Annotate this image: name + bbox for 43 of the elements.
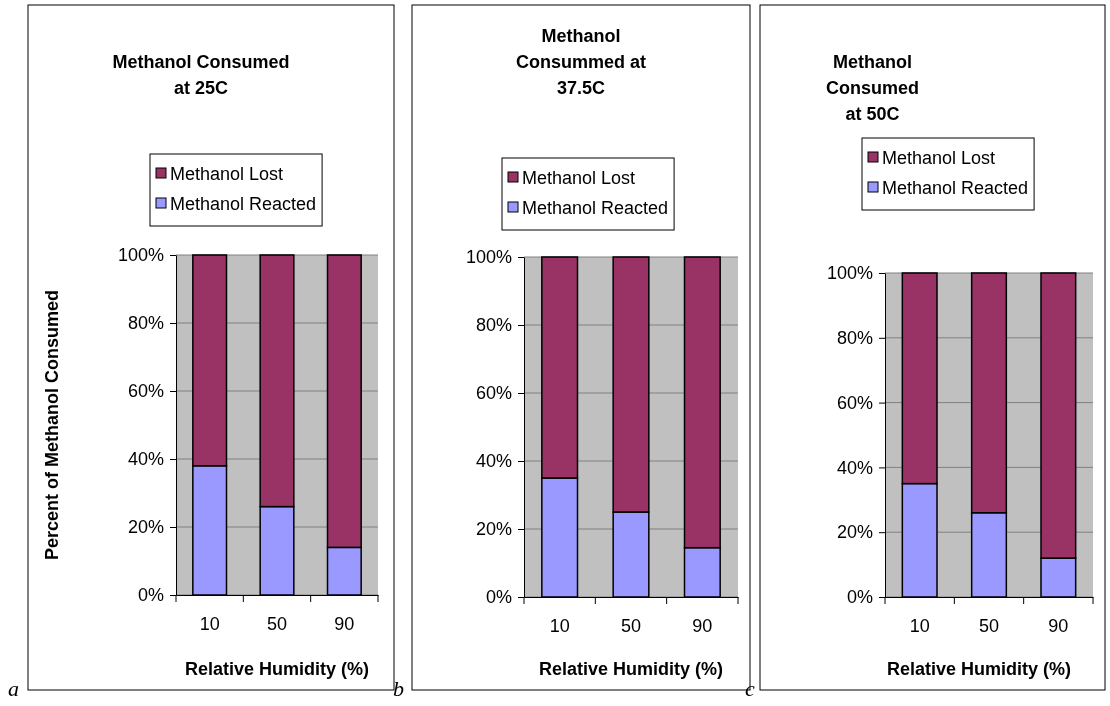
y-tick-label: 60%: [475, 383, 512, 404]
y-tick-label: 80%: [836, 328, 873, 349]
x-axis-title: Relative Humidity (%): [184, 659, 370, 679]
x-tick-label: 90: [692, 615, 713, 636]
legend-label: Methanol Lost: [882, 148, 996, 168]
y-tick-label: 40%: [127, 449, 164, 470]
y-tick-label: 60%: [836, 392, 873, 413]
x-tick-label: 10: [549, 615, 570, 636]
legend-label: Methanol Reacted: [522, 198, 669, 218]
legend-label: Methanol Reacted: [882, 178, 1029, 198]
x-tick-label: 10: [199, 613, 220, 634]
y-axis-title: Percent of Methanol Consumed: [42, 289, 62, 561]
y-tick-label: 100%: [117, 245, 164, 266]
y-tick-label: 20%: [127, 517, 164, 538]
y-tick-label: 20%: [836, 522, 873, 543]
x-tick-label: 90: [1048, 615, 1069, 636]
legend-label: Methanol Reacted: [170, 194, 317, 214]
chart-title: Methanol Consumed at 50C: [825, 52, 920, 124]
y-tick-label: 20%: [475, 519, 512, 540]
chart-title: Methanol Consumed at 25C: [112, 52, 290, 98]
text: a: [8, 676, 19, 701]
x-tick-label: 10: [909, 615, 930, 636]
x-tick-label: 50: [266, 613, 288, 634]
y-tick-label: 0%: [846, 587, 873, 608]
y-tick-label: 0%: [485, 587, 512, 608]
x-tick-label: 50: [978, 615, 1000, 636]
text: c: [745, 676, 755, 701]
legend-label: Methanol Lost: [522, 168, 636, 188]
x-tick-label: 50: [620, 615, 642, 636]
x-tick-label: 90: [334, 613, 355, 634]
chart-title: Methanol Consummed at 37.5C: [515, 26, 647, 98]
x-axis-title: Relative Humidity (%): [886, 659, 1072, 679]
text: b: [393, 676, 404, 701]
y-tick-label: 80%: [475, 315, 512, 336]
x-axis-title: Relative Humidity (%): [538, 659, 724, 679]
legend-label: Methanol Lost: [170, 164, 284, 184]
y-tick-label: 60%: [127, 381, 164, 402]
y-tick-label: 40%: [836, 457, 873, 478]
y-tick-label: 80%: [127, 313, 164, 334]
y-tick-label: 100%: [465, 247, 512, 268]
y-tick-label: 100%: [826, 263, 873, 284]
y-tick-label: 0%: [137, 585, 164, 606]
y-tick-label: 40%: [475, 451, 512, 472]
